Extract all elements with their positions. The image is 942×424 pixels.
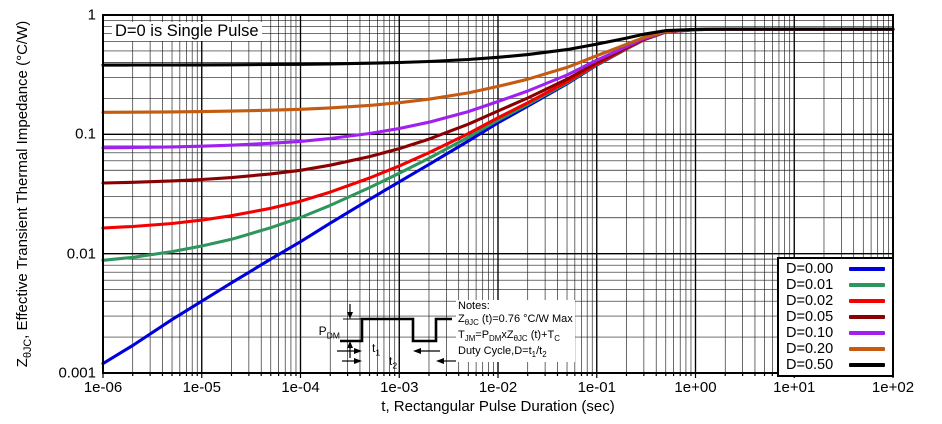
t1-label: t1 (372, 341, 381, 358)
legend-entry-D=0.10: D=0.10 (779, 325, 892, 341)
legend-entry-label: D=0.10 (786, 325, 834, 341)
single-pulse-annotation: D=0 is Single Pulse (112, 22, 262, 41)
x-tick-label: 1e+01 (773, 379, 816, 396)
pdm-arrowhead-down (347, 312, 353, 319)
legend-line-swatch (849, 315, 885, 319)
legend-entry-D=0.01: D=0.01 (779, 277, 892, 293)
notes-line-zthjc: ZθJC (t)=0.76 °C/W Max (458, 313, 573, 328)
legend-entry-D=0.02: D=0.02 (779, 293, 892, 309)
pdm-arrowhead-up (347, 341, 353, 348)
t2-arrowhead-right (354, 358, 362, 364)
notes-title: Notes: (458, 300, 490, 312)
notes-block: Notes: ZθJC (t)=0.76 °C/W Max TJM=PDMxZθ… (456, 300, 575, 362)
x-axis-title: t, Rectangular Pulse Duration (sec) (381, 398, 615, 415)
legend-line-swatch (849, 299, 885, 303)
notes-line-dutycycle: Duty Cycle,D=t1/t2 (458, 345, 547, 360)
y-tick-label: 0.1 (75, 125, 96, 143)
legend-entry-label: D=0.01 (786, 277, 834, 293)
t2-arrowhead-left (436, 358, 444, 364)
legend-entry-label: D=0.50 (786, 357, 834, 373)
legend-entry-label: D=0.02 (786, 293, 834, 309)
t2-label: t2 (389, 354, 398, 371)
legend-line-swatch (849, 283, 885, 287)
notes-line-tjm: TJM=PDMxZθJC (t)+TC (458, 329, 560, 344)
x-tick-label: 1e-03 (380, 379, 419, 396)
legend-entry-label: D=0.00 (786, 261, 834, 277)
pulse-waveform (340, 317, 452, 343)
t1-arrowhead-right (354, 348, 362, 354)
legend-line-swatch (849, 363, 885, 367)
legend-entry-D=0.50: D=0.50 (779, 357, 892, 373)
legend: D=0.00 D=0.01 D=0.02 D=0.05 D=0.10 D=0.20 D=0.… (777, 257, 894, 377)
curve-layer (101, 27, 895, 366)
legend-line-swatch (849, 267, 885, 271)
curve-D=0.50 (101, 27, 895, 67)
y-tick-label: 0.01 (66, 245, 96, 263)
legend-entry-label: D=0.05 (786, 309, 834, 325)
x-tick-label: 1e-05 (182, 379, 221, 396)
x-tick-label: 1e+00 (674, 379, 717, 396)
legend-entry-D=0.20: D=0.20 (779, 341, 892, 357)
legend-line-swatch (849, 331, 885, 335)
legend-entry-label: D=0.20 (786, 341, 834, 357)
x-tick-label: 1e-01 (577, 379, 616, 396)
pulse-waveform-diagram (337, 304, 456, 364)
x-tick-label: 1e-06 (83, 379, 123, 396)
x-tick-label: 1e-04 (281, 379, 320, 396)
legend-entry-D=0.00: D=0.00 (779, 261, 892, 277)
y-tick-label: 1 (87, 6, 96, 24)
legend-line-swatch (849, 347, 885, 351)
plot-border (102, 14, 894, 374)
y-axis-title: ZθJC, Effective Transient Thermal Impeda… (14, 20, 34, 368)
legend-entry-D=0.05: D=0.05 (779, 309, 892, 325)
x-tick-label: 1e-02 (478, 379, 518, 396)
y-tick-label: 0.001 (58, 364, 96, 382)
x-tick-label: 1e+02 (871, 379, 915, 396)
pdm-label: PDM (318, 324, 340, 341)
t1-arrowhead-left (413, 348, 421, 354)
